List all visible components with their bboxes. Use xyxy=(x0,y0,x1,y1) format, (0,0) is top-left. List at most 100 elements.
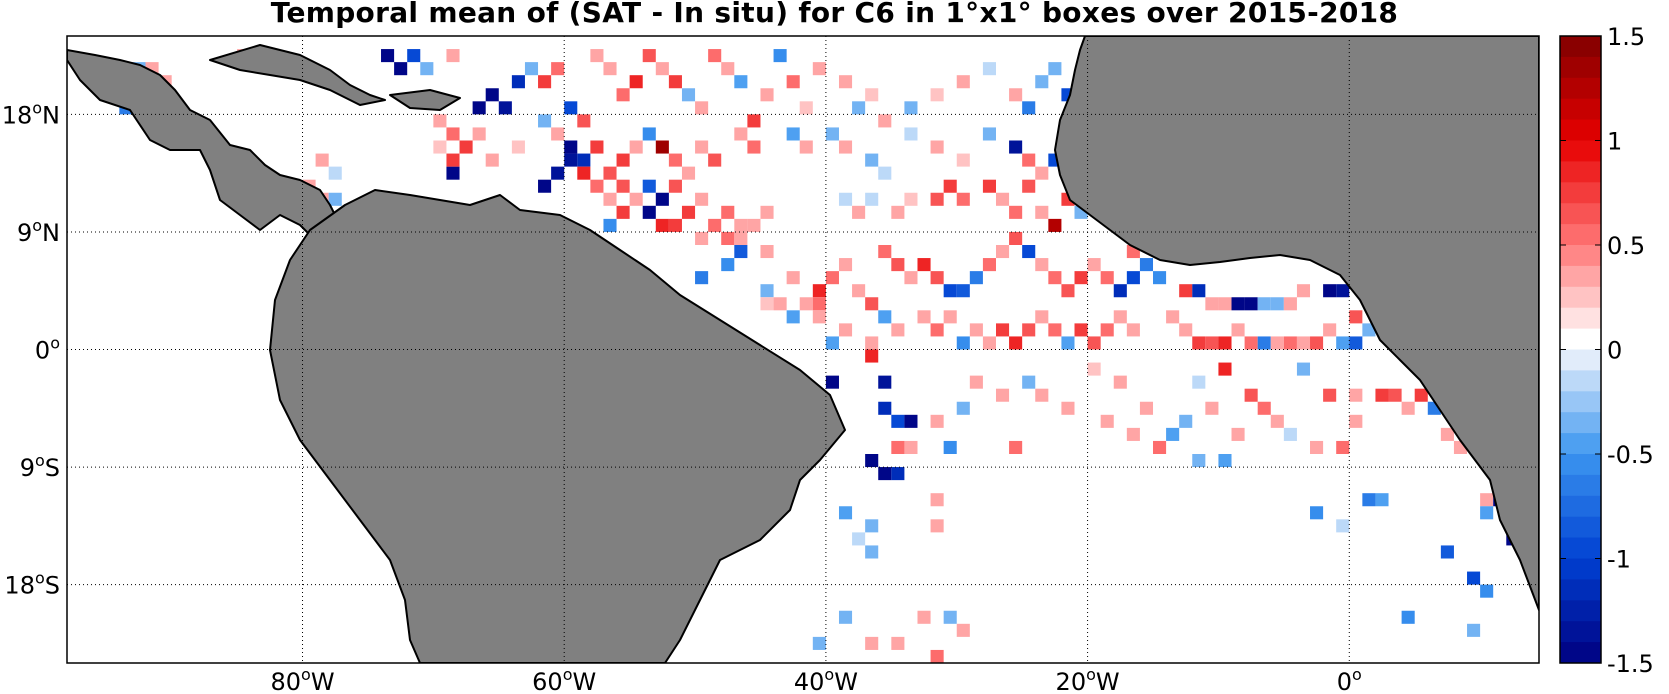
heatmap-cell xyxy=(969,271,983,285)
colorbar-segment xyxy=(1560,203,1601,225)
latitude-label: 18oN xyxy=(2,98,60,129)
heatmap-cell xyxy=(1349,336,1363,350)
heatmap-cell xyxy=(1231,323,1245,337)
latitude-label: 18oS xyxy=(4,569,60,600)
heatmap-cell xyxy=(904,127,918,141)
heatmap-cell xyxy=(577,166,591,180)
colorbar-segment xyxy=(1560,370,1601,392)
heatmap-cell xyxy=(734,245,748,259)
heatmap-cell xyxy=(564,101,578,115)
heatmap-cell xyxy=(1009,440,1023,454)
colorbar-segment xyxy=(1560,412,1601,434)
heatmap-cell xyxy=(446,127,460,141)
heatmap-cell xyxy=(446,166,460,180)
heatmap-cell xyxy=(459,140,473,154)
heatmap-cell xyxy=(590,179,604,193)
heatmap-cell xyxy=(969,323,983,337)
colorbar-label: 0.5 xyxy=(1607,232,1645,260)
heatmap-cell xyxy=(1009,336,1023,350)
heatmap-cell xyxy=(943,610,957,624)
heatmap-cell xyxy=(838,192,853,206)
heatmap-cell xyxy=(446,153,460,167)
heatmap-cell xyxy=(655,218,669,232)
heatmap-cell xyxy=(1440,427,1454,441)
colorbar-label: 1.5 xyxy=(1607,23,1645,51)
heatmap-cell xyxy=(642,179,656,193)
heatmap-cell xyxy=(1231,297,1245,311)
heatmap-cell xyxy=(838,140,853,154)
heatmap-cell xyxy=(1087,258,1101,272)
heatmap-cell xyxy=(315,153,329,167)
heatmap-cell xyxy=(433,114,447,128)
heatmap-cell xyxy=(681,88,696,102)
land-masses xyxy=(67,36,1539,663)
heatmap-cell xyxy=(538,179,552,193)
heatmap-cell xyxy=(1401,610,1415,624)
heatmap-cell xyxy=(1349,414,1363,428)
heatmap-cell xyxy=(760,245,774,259)
heatmap-cell xyxy=(865,454,879,468)
heatmap-cell xyxy=(1074,323,1088,337)
heatmap-cell xyxy=(564,153,578,167)
heatmap-cell xyxy=(1179,323,1193,337)
heatmap-cell xyxy=(760,284,774,298)
heatmap-cell xyxy=(734,218,748,232)
land-africa xyxy=(1054,36,1539,611)
heatmap-cell xyxy=(1035,75,1049,89)
colorbar-segment xyxy=(1560,621,1601,643)
heatmap-cell xyxy=(891,467,905,481)
heatmap-cell xyxy=(655,140,669,154)
heatmap-cell xyxy=(1035,388,1049,402)
heatmap-cell xyxy=(472,101,486,115)
heatmap-cell xyxy=(786,75,800,89)
colorbar-label: -1.5 xyxy=(1607,650,1654,678)
heatmap-cell xyxy=(1336,336,1350,350)
heatmap-cell xyxy=(1126,427,1140,441)
heatmap-cell xyxy=(668,179,682,193)
heatmap-cell xyxy=(891,636,905,650)
heatmap-cell xyxy=(551,127,565,141)
heatmap-cell xyxy=(982,179,996,193)
colorbar-segment xyxy=(1560,328,1601,350)
heatmap-cell xyxy=(865,192,879,206)
longitude-tick-labels: 80oW 60oW 40oW 20oW 0o xyxy=(270,665,1361,694)
heatmap-cell xyxy=(747,218,761,232)
heatmap-cell xyxy=(1035,166,1049,180)
heatmap-cell xyxy=(865,297,879,311)
colorbar-segment xyxy=(1560,77,1601,100)
heatmap-cell xyxy=(629,75,643,89)
heatmap-cell xyxy=(1153,271,1167,285)
heatmap-cell xyxy=(982,62,996,76)
heatmap-cell xyxy=(1022,179,1036,193)
heatmap-cell xyxy=(799,297,813,311)
heatmap-cell xyxy=(1244,388,1258,402)
colorbar-segment xyxy=(1560,454,1601,476)
heatmap-cell xyxy=(943,310,957,324)
latitude-label: 9oS xyxy=(20,451,60,482)
heatmap-cell xyxy=(394,62,408,76)
heatmap-cell xyxy=(603,218,617,232)
heatmap-cell xyxy=(1192,336,1206,350)
heatmap-cell xyxy=(695,231,709,245)
heatmap-cell xyxy=(1022,153,1036,167)
heatmap-cell xyxy=(1257,401,1271,415)
heatmap-cell xyxy=(917,610,931,624)
heatmap-cell xyxy=(956,623,970,637)
map-title: Temporal mean of (SAT - In situ) for C6 … xyxy=(270,0,1399,29)
heatmap-cell xyxy=(642,205,656,219)
heatmap-cell xyxy=(1192,284,1206,298)
colorbar-segment xyxy=(1560,349,1601,371)
heatmap-cell xyxy=(1323,388,1337,402)
heatmap-cell xyxy=(655,62,669,76)
heatmap-cell xyxy=(760,297,774,311)
heatmap-cell xyxy=(1480,493,1494,507)
heatmap-cell xyxy=(930,88,944,102)
heatmap-cell xyxy=(1218,336,1232,350)
heatmap-cell xyxy=(956,336,970,350)
heatmap-cell xyxy=(891,323,905,337)
heatmap-cell xyxy=(878,467,892,481)
heatmap-cell xyxy=(760,205,774,219)
heatmap-cell xyxy=(1009,88,1023,102)
heatmap-cell xyxy=(825,375,839,389)
colorbar-segment xyxy=(1560,558,1601,580)
